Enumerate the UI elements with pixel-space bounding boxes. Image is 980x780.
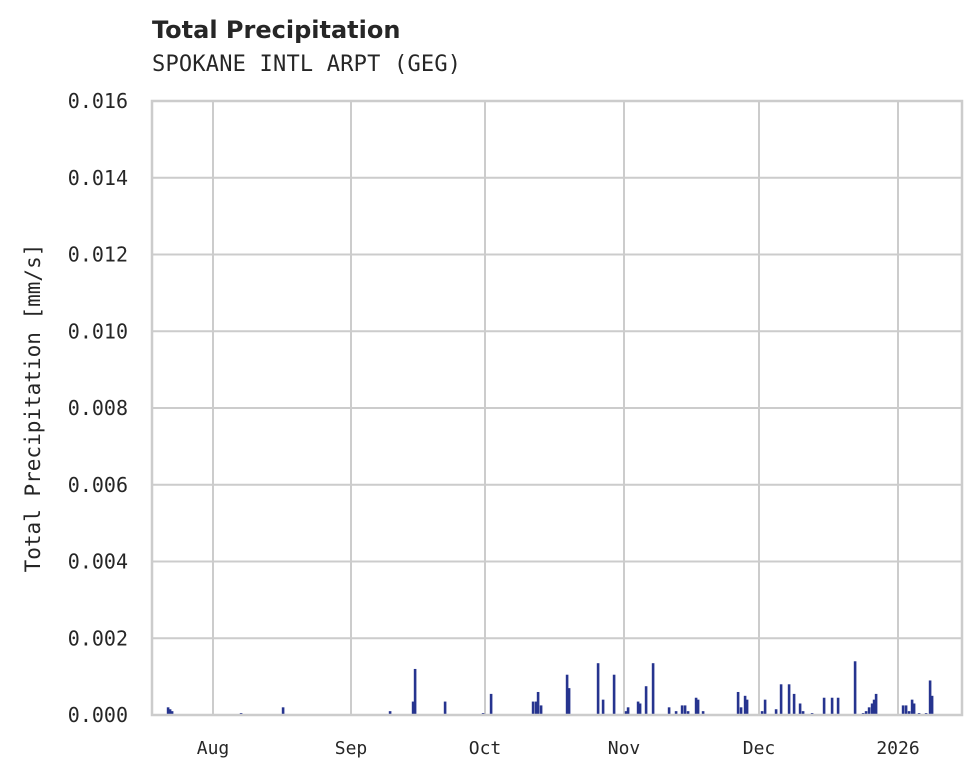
- precipitation-bars: [166, 661, 934, 715]
- precipitation-bar: [867, 707, 871, 715]
- precipitation-bar: [536, 691, 540, 715]
- precipitation-bar: [565, 674, 569, 715]
- precipitation-bar: [539, 705, 543, 715]
- precipitation-bar: [701, 711, 705, 715]
- precipitation-bar: [489, 693, 493, 715]
- precipitation-bar: [413, 668, 417, 715]
- precipitation-bar: [683, 705, 687, 715]
- precipitation-bar: [787, 684, 791, 715]
- precipitation-bar: [830, 697, 834, 715]
- precipitation-bar: [864, 711, 868, 715]
- y-tick-label: 0.008: [68, 396, 128, 420]
- precipitation-bar: [651, 663, 655, 715]
- precipitation-bar: [644, 686, 648, 715]
- y-tick-label: 0.014: [68, 166, 128, 190]
- precipitation-bar: [388, 711, 392, 715]
- precipitation-bar: [667, 707, 671, 715]
- precipitation-bar: [674, 711, 678, 715]
- precipitation-bar: [853, 661, 857, 715]
- precipitation-bar: [798, 703, 802, 715]
- precipitation-bar: [774, 709, 778, 715]
- precipitation-bar: [596, 663, 600, 715]
- precipitation-bar: [763, 699, 767, 715]
- y-tick-label: 0.004: [68, 550, 128, 574]
- y-tick-label: 0.002: [68, 626, 128, 650]
- x-tick-label: Nov: [608, 738, 641, 759]
- precipitation-bar: [760, 711, 764, 715]
- precipitation-bar: [626, 707, 630, 715]
- plot-frame: [150, 99, 964, 717]
- x-tick-label: 2026: [876, 738, 919, 759]
- precipitation-bar: [170, 711, 174, 715]
- x-tick-label: Dec: [743, 738, 776, 759]
- precipitation-bar: [907, 711, 911, 715]
- y-tick-label: 0.010: [68, 319, 128, 343]
- precipitation-bar: [874, 693, 878, 715]
- x-axis-ticks: Aug Sep Oct Nov Dec 2026: [197, 738, 920, 759]
- precipitation-bar: [779, 684, 783, 715]
- precipitation-bar: [801, 711, 805, 715]
- precipitation-bar: [912, 703, 916, 715]
- y-tick-label: 0.012: [68, 243, 128, 267]
- precipitation-bar: [686, 711, 690, 715]
- precipitation-bar: [904, 705, 908, 715]
- chart-subtitle: SPOKANE INTL ARPT (GEG): [152, 52, 462, 77]
- precipitation-bar: [745, 699, 749, 715]
- grid-lines: [152, 100, 962, 716]
- x-tick-label: Sep: [335, 738, 368, 759]
- precipitation-bar: [443, 701, 447, 715]
- precipitation-bar: [694, 697, 698, 715]
- precipitation-bar: [567, 688, 571, 715]
- precipitation-bar: [680, 705, 684, 715]
- precipitation-bar: [910, 699, 914, 715]
- precipitation-bar: [739, 707, 743, 715]
- precipitation-bar: [822, 697, 826, 715]
- precipitation-bar: [411, 701, 415, 715]
- precipitation-bar: [624, 711, 628, 715]
- precipitation-bar: [696, 699, 700, 715]
- y-tick-label: 0.000: [68, 703, 128, 727]
- x-tick-label: Aug: [197, 738, 230, 759]
- precipitation-bar: [531, 701, 535, 715]
- precipitation-bar: [870, 703, 874, 715]
- x-tick-label: Oct: [469, 738, 502, 759]
- precipitation-bar: [901, 705, 905, 715]
- precipitation-bar: [166, 707, 170, 715]
- precipitation-bar: [928, 680, 932, 715]
- precipitation-bar: [743, 695, 747, 715]
- precipitation-bar: [612, 674, 616, 715]
- y-tick-label: 0.006: [68, 473, 128, 497]
- precipitation-bar: [638, 703, 642, 715]
- precipitation-bar: [534, 701, 538, 715]
- precipitation-bar: [872, 699, 876, 715]
- precipitation-bar: [792, 693, 796, 715]
- precipitation-bar: [636, 701, 640, 715]
- precipitation-bar: [601, 699, 605, 715]
- precipitation-bar: [168, 709, 172, 715]
- precipitation-bar: [736, 691, 740, 715]
- precipitation-bar: [281, 707, 285, 715]
- y-tick-label: 0.016: [68, 89, 128, 113]
- precipitation-bar: [930, 695, 934, 715]
- precipitation-bar: [836, 697, 840, 715]
- y-axis-ticks: 0.000 0.002 0.004 0.006 0.008 0.010 0.012 0.014…: [68, 89, 128, 727]
- chart-title: Total Precipitation: [152, 16, 401, 44]
